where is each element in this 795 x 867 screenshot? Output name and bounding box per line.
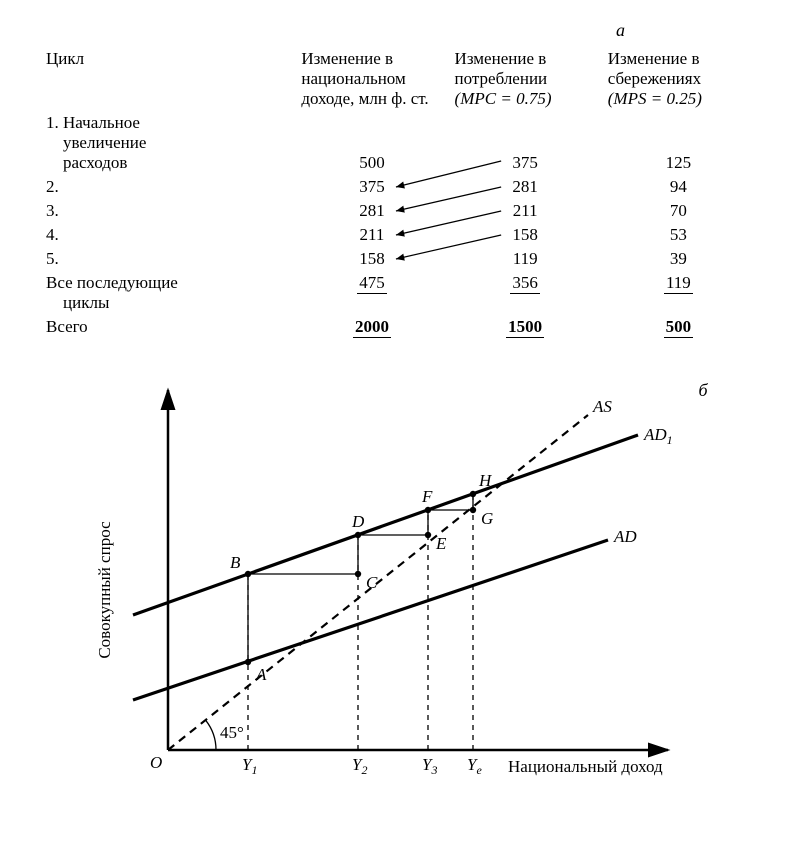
row-label: 5. [40, 247, 295, 271]
cell-cons: 119 [449, 247, 602, 271]
cell-save: 39 [602, 247, 755, 271]
hdr-income: Изменение в национальном доходе, млн ф. … [295, 47, 448, 111]
svg-text:Ye: Ye [467, 755, 482, 777]
cell-income: 500 [295, 111, 448, 175]
table-row: 3. 281 211 70 [40, 199, 755, 223]
cell-save: 500 [602, 315, 755, 340]
cell-save: 94 [602, 175, 755, 199]
svg-text:Y2: Y2 [352, 755, 367, 777]
cell-cons: 211 [449, 199, 602, 223]
keynesian-cross-chart: б ASAD1ADABCDEFGHY1Y2Y3Ye45°OНациональны… [78, 370, 718, 800]
cell-cons: 158 [449, 223, 602, 247]
cell-save: 70 [602, 199, 755, 223]
cell-save: 53 [602, 223, 755, 247]
svg-text:A: A [255, 665, 267, 684]
svg-text:Y3: Y3 [422, 755, 437, 777]
cell-income: 211 [295, 223, 448, 247]
svg-text:E: E [435, 534, 447, 553]
cell-cons: 281 [449, 175, 602, 199]
svg-text:AS: AS [592, 397, 612, 416]
cell-income: 158 [295, 247, 448, 271]
cell-cons: 356 [449, 271, 602, 315]
header-row: Цикл Изменение в национальном доходе, мл… [40, 47, 755, 111]
cell-income: 375 [295, 175, 448, 199]
subseq-label: Все последующие циклы [40, 271, 295, 315]
svg-text:O: O [150, 753, 162, 772]
hdr-save: Изменение в сбережениях (MPS = 0.25) [602, 47, 755, 111]
table-row: 1. Начальное увеличение расходов 500 375… [40, 111, 755, 175]
hdr-cons: Изменение в потреблении (MPC = 0.75) [449, 47, 602, 111]
svg-text:C: C [366, 573, 378, 592]
panel-a-label: а [40, 20, 755, 41]
svg-text:AD1: AD1 [643, 425, 673, 447]
row-label: 2. [40, 175, 295, 199]
cell-cons: 1500 [449, 315, 602, 340]
row-label: 4. [40, 223, 295, 247]
table-row: 4. 211 158 53 [40, 223, 755, 247]
table-row-subseq: Все последующие циклы 475 356 119 [40, 271, 755, 315]
row1-label: 1. Начальное увеличение расходов [40, 111, 295, 175]
cell-income: 281 [295, 199, 448, 223]
cell-income: 2000 [295, 315, 448, 340]
svg-text:Y1: Y1 [242, 755, 257, 777]
svg-text:D: D [351, 512, 365, 531]
svg-text:G: G [481, 509, 493, 528]
svg-text:B: B [230, 553, 241, 572]
cell-cons: 375 [449, 111, 602, 175]
svg-text:F: F [421, 487, 433, 506]
table-row: 2. 375 281 94 [40, 175, 755, 199]
multiplier-table: Цикл Изменение в национальном доходе, мл… [40, 47, 755, 340]
cell-save: 125 [602, 111, 755, 175]
table-row: 5. 158 119 39 [40, 247, 755, 271]
svg-text:Совокупный спрос: Совокупный спрос [95, 521, 114, 659]
svg-text:H: H [478, 471, 493, 490]
svg-text:45°: 45° [220, 723, 244, 742]
table-row-total: Всего 2000 1500 500 [40, 315, 755, 340]
svg-text:AD: AD [613, 527, 637, 546]
total-label: Всего [40, 315, 295, 340]
row-label: 3. [40, 199, 295, 223]
cell-save: 119 [602, 271, 755, 315]
hdr-cycle: Цикл [40, 47, 295, 111]
cell-income: 475 [295, 271, 448, 315]
svg-text:Национальный доход: Национальный доход [508, 757, 663, 776]
